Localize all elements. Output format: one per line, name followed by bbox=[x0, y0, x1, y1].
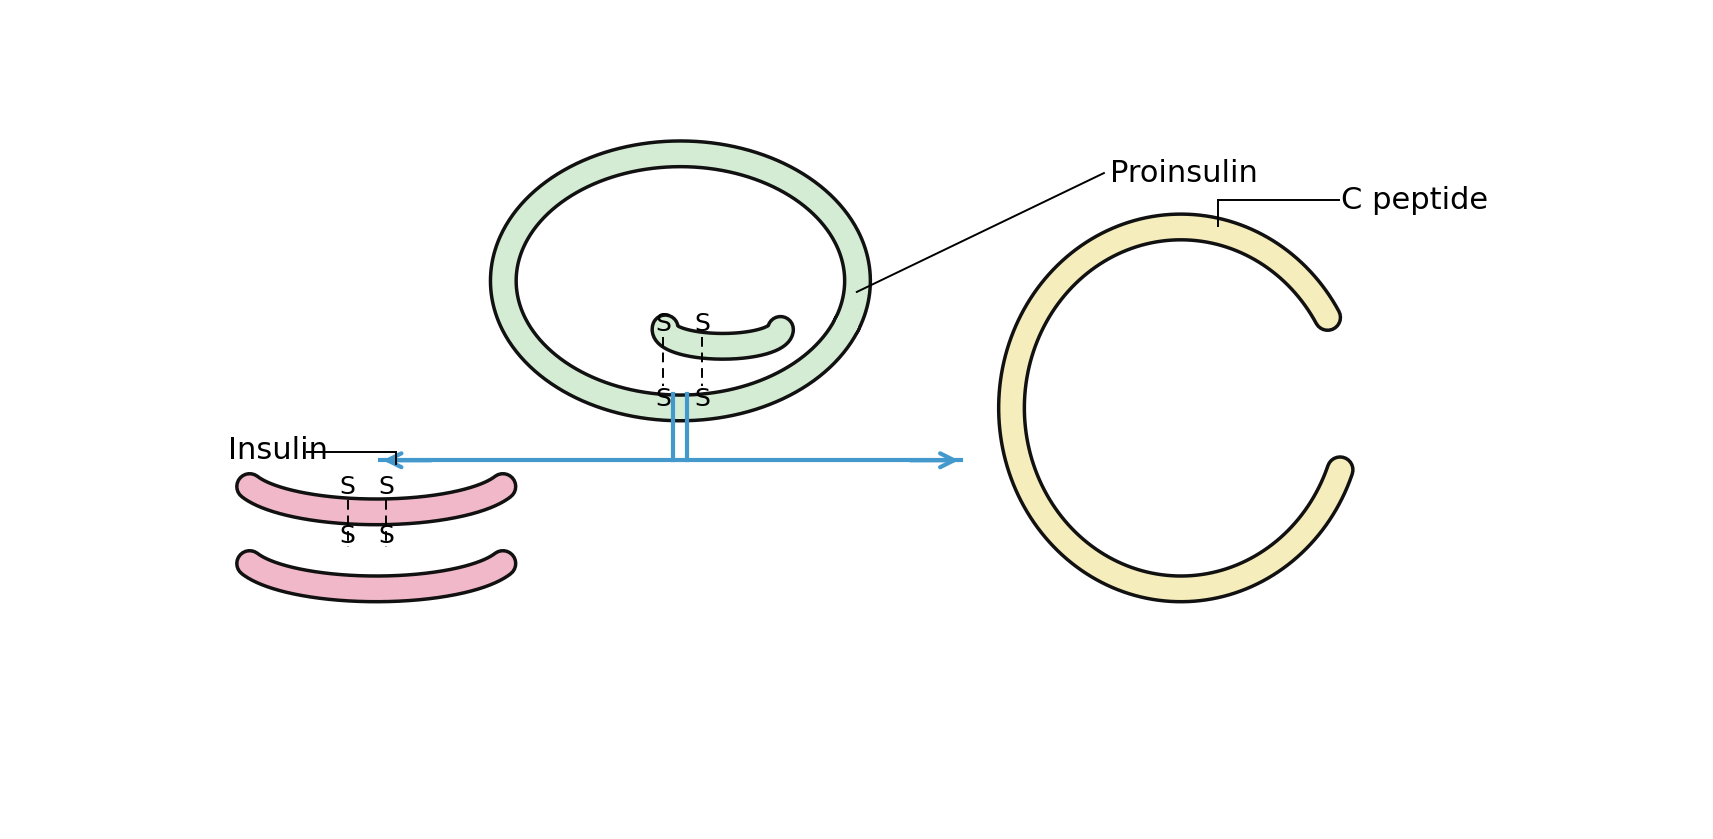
Text: Proinsulin: Proinsulin bbox=[1110, 159, 1257, 188]
Text: S: S bbox=[339, 524, 356, 548]
Text: S: S bbox=[656, 311, 671, 336]
Text: S: S bbox=[694, 387, 709, 411]
Text: S: S bbox=[656, 387, 671, 411]
Text: S: S bbox=[339, 475, 356, 498]
Text: S: S bbox=[379, 524, 394, 548]
Text: Insulin: Insulin bbox=[228, 435, 327, 465]
Text: S: S bbox=[379, 475, 394, 498]
Text: C peptide: C peptide bbox=[1341, 185, 1489, 215]
Text: S: S bbox=[694, 311, 709, 336]
